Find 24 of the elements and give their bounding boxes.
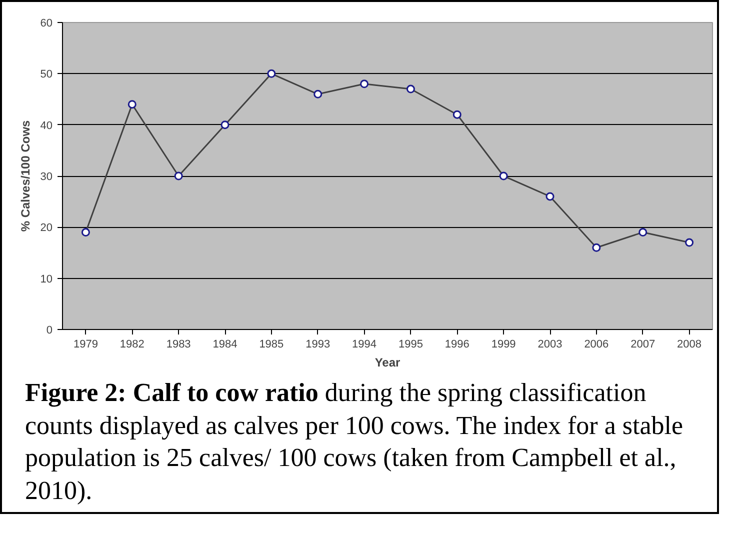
y-tick-label: 0 [46,324,53,336]
caption: Figure 2: Calf to cow ratio [25,378,318,407]
y-axis-title: % Calves/100 Cows [18,120,32,232]
y-tick-label: 60 [40,18,53,30]
y-tick-label: 20 [40,222,53,234]
y-tick-label: 40 [40,120,53,132]
x-tick-label: 1985 [259,338,284,350]
y-tick-label: 10 [40,273,53,286]
x-tick-label: 2003 [538,338,562,350]
x-tick-label: 1999 [491,338,516,350]
x-tick-label: 2006 [584,338,609,350]
x-tick-label: 2007 [630,338,656,350]
x-tick-label: 2008 [677,338,702,350]
x-tick-label: 1995 [398,338,423,350]
x-tick-label: 1993 [306,338,330,350]
x-tick-label: 1979 [73,338,98,350]
x-tick-label: 1982 [120,338,144,350]
x-tick-label: 1984 [212,338,238,350]
x-axis-title: Year [374,356,401,370]
y-tick-label: 50 [40,68,53,81]
y-tick-label: 30 [40,171,53,183]
x-tick-label: 1994 [352,338,377,350]
x-tick-label: 1996 [444,338,470,350]
x-tick-label: 1983 [166,338,191,350]
